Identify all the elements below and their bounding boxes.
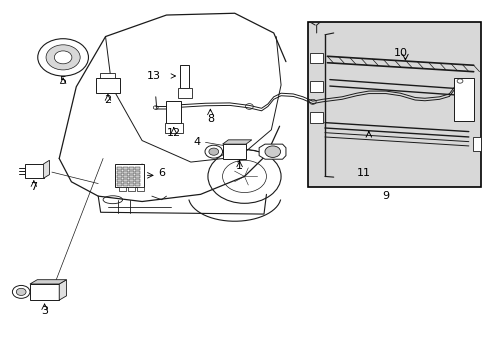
Circle shape [12, 285, 30, 298]
Circle shape [204, 145, 222, 158]
Bar [117, 183, 122, 186]
Bar [129, 167, 134, 170]
Bar [25, 164, 43, 178]
Text: 13: 13 [146, 71, 160, 81]
Bar [30, 284, 59, 300]
Text: 2: 2 [104, 95, 111, 105]
Bar [472, 137, 480, 151]
Bar [180, 64, 188, 88]
Bar [100, 73, 115, 78]
Bar [119, 187, 126, 192]
Text: 5: 5 [60, 76, 66, 86]
Circle shape [264, 146, 280, 157]
Bar [307, 22, 480, 187]
Text: 6: 6 [158, 168, 165, 178]
Polygon shape [59, 280, 66, 300]
Bar [123, 175, 128, 178]
Bar [129, 179, 134, 182]
Bar [117, 179, 122, 182]
Bar [123, 171, 128, 174]
Polygon shape [30, 280, 66, 284]
Bar [178, 88, 191, 98]
Bar [135, 167, 140, 170]
Text: 10: 10 [393, 48, 407, 58]
Polygon shape [222, 140, 251, 144]
Circle shape [16, 288, 26, 296]
Circle shape [38, 39, 88, 76]
Text: 8: 8 [206, 114, 213, 124]
Bar [137, 187, 143, 192]
Bar [117, 167, 122, 170]
Circle shape [208, 148, 218, 155]
Circle shape [46, 45, 80, 70]
Polygon shape [43, 160, 49, 178]
Bar [135, 175, 140, 178]
Bar [310, 81, 322, 92]
Bar [453, 78, 473, 121]
Bar [117, 175, 122, 178]
Bar [96, 78, 120, 93]
Bar [222, 144, 245, 159]
Circle shape [54, 51, 72, 64]
Bar [310, 112, 322, 123]
Text: 12: 12 [166, 129, 181, 138]
Text: 9: 9 [382, 191, 388, 201]
Bar [117, 171, 122, 174]
Text: 3: 3 [41, 306, 48, 316]
Text: 7: 7 [30, 182, 38, 192]
Bar [123, 179, 128, 182]
Bar [135, 179, 140, 182]
Bar [135, 183, 140, 186]
Bar [310, 53, 322, 63]
Text: 4: 4 [193, 138, 200, 147]
Bar [129, 171, 134, 174]
Bar [128, 187, 135, 192]
Bar [123, 183, 128, 186]
Text: 1: 1 [236, 161, 243, 171]
Bar [123, 167, 128, 170]
Bar [135, 171, 140, 174]
Bar [164, 123, 183, 133]
Polygon shape [259, 144, 285, 159]
Bar [129, 175, 134, 178]
Bar [115, 164, 143, 187]
Bar [129, 183, 134, 186]
Text: 11: 11 [356, 168, 370, 178]
Bar [166, 101, 181, 123]
